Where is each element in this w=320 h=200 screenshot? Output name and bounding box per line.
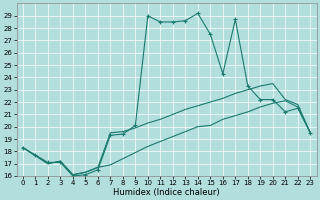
X-axis label: Humidex (Indice chaleur): Humidex (Indice chaleur)	[113, 188, 220, 197]
